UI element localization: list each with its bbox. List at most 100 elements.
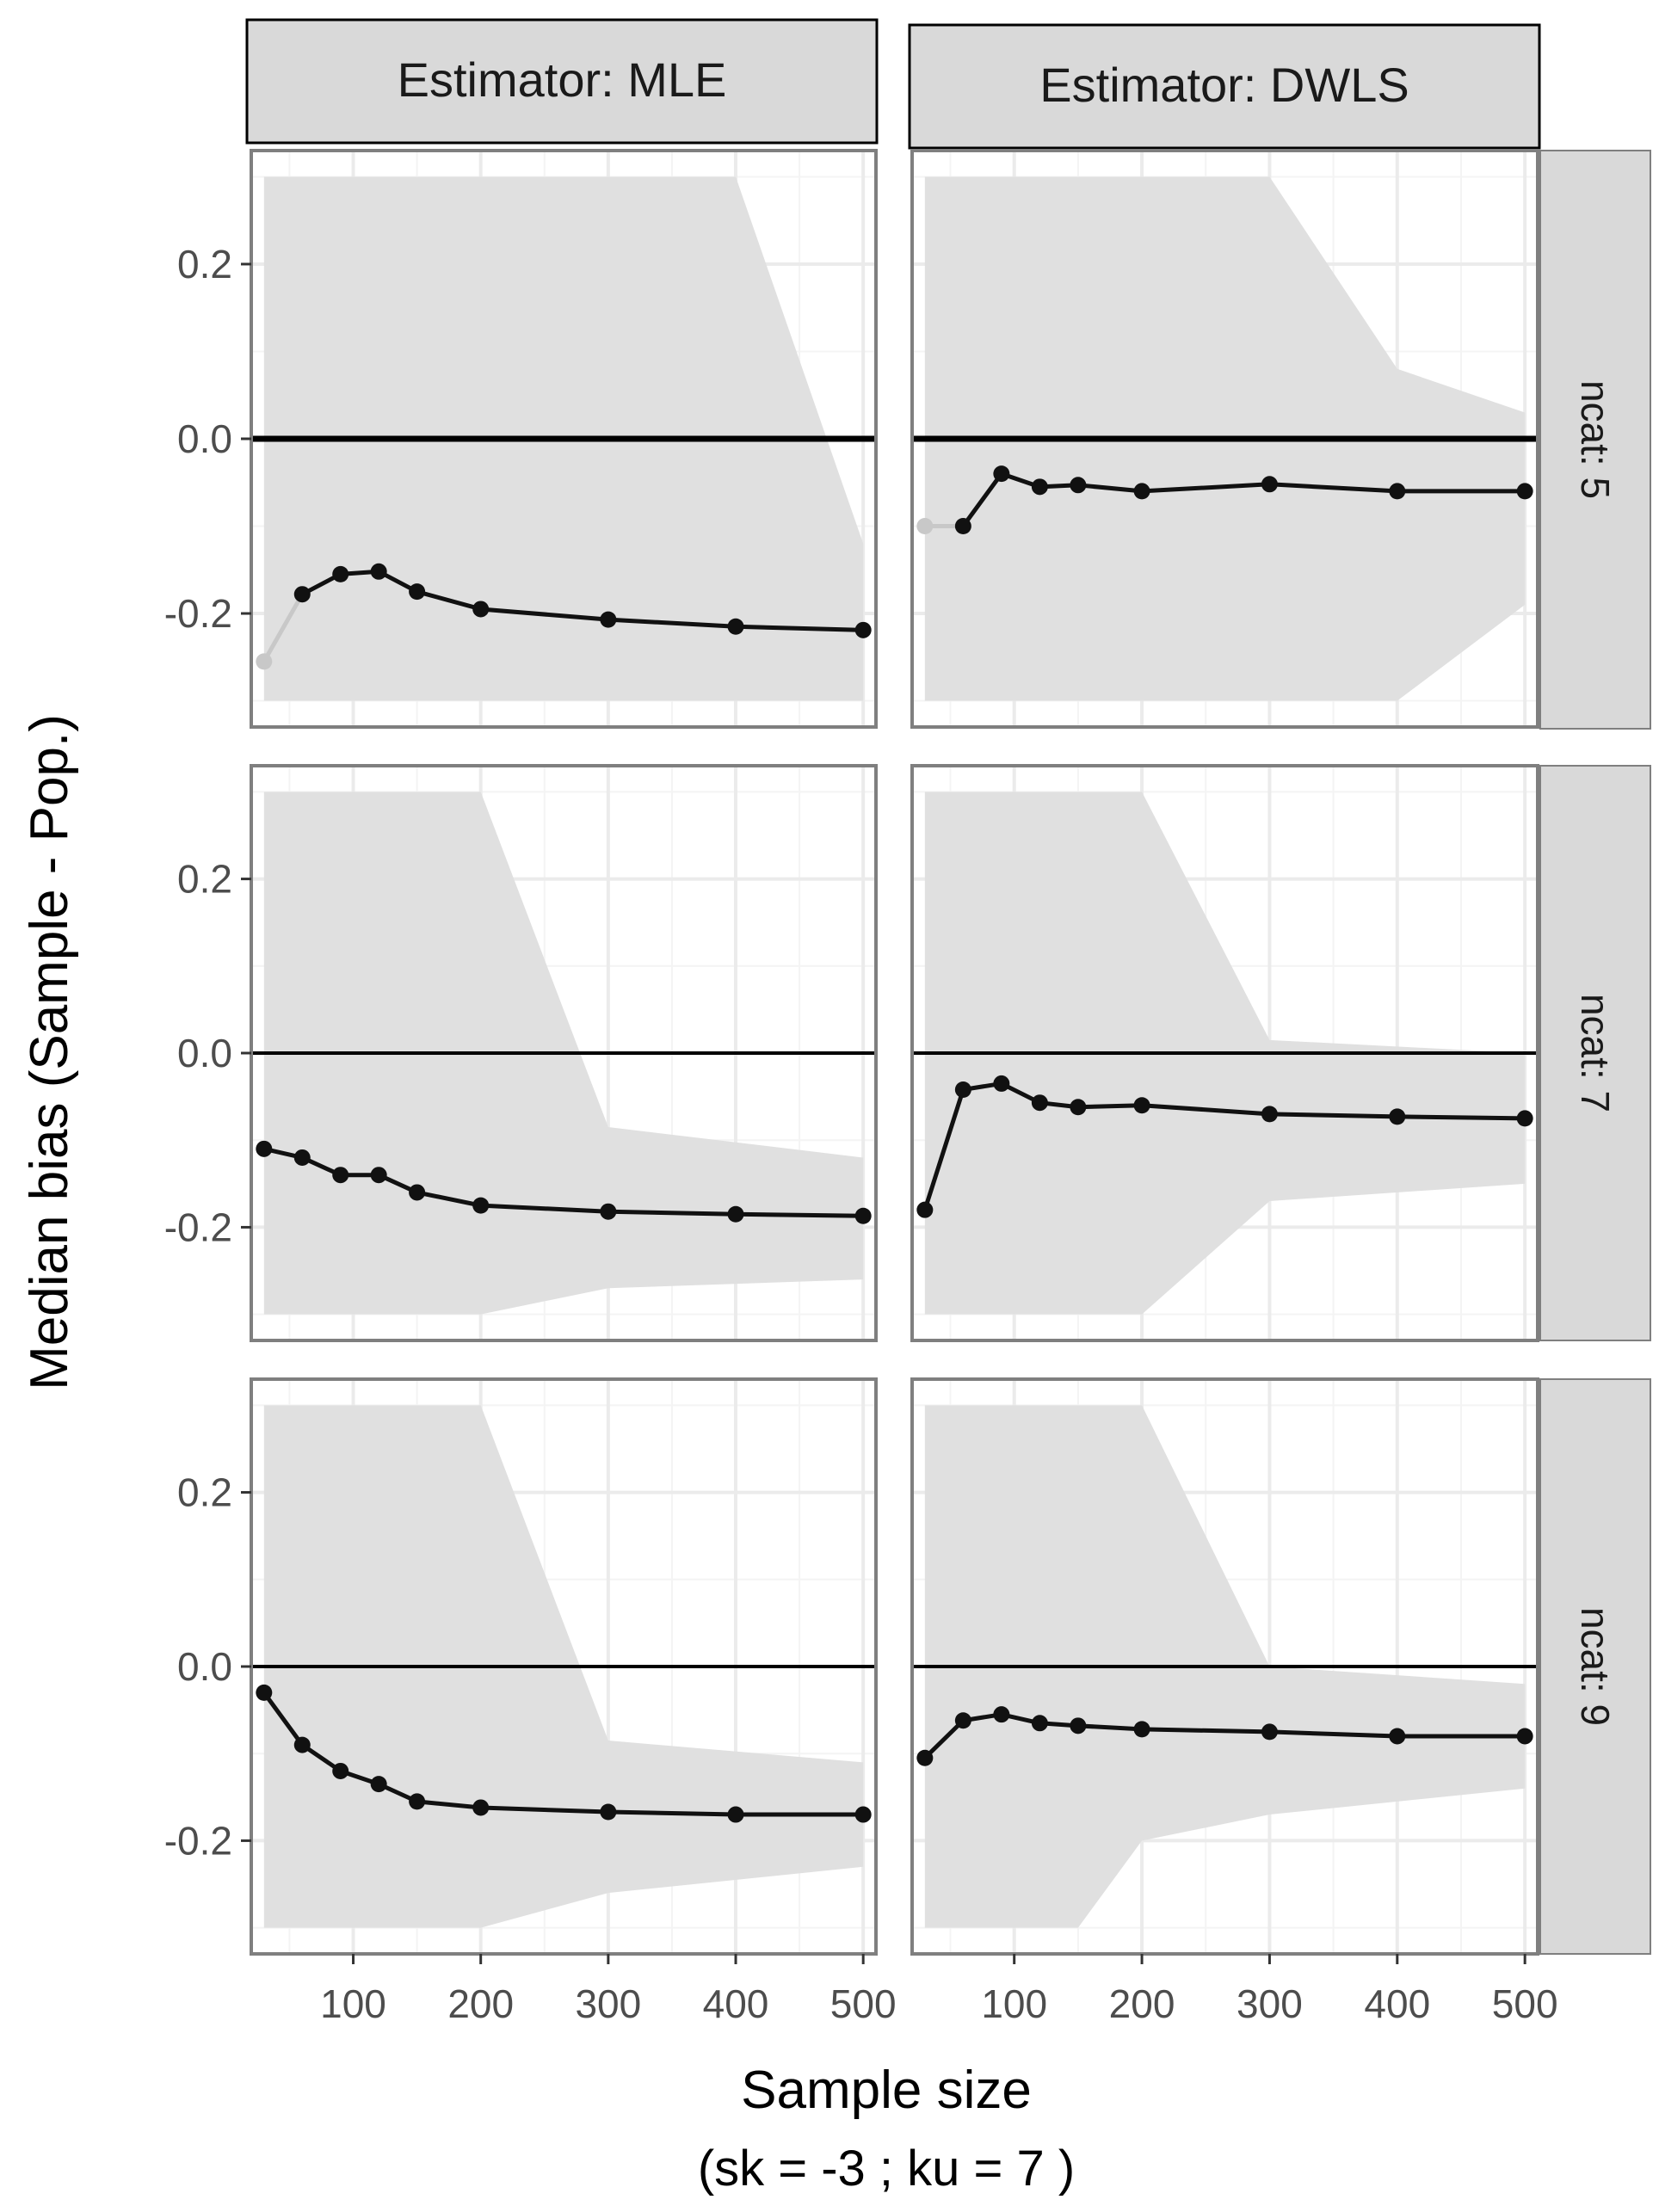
- panel-dwls-ncat9: [910, 1377, 1539, 1956]
- panel-border: [910, 149, 1539, 729]
- median-point: [954, 518, 971, 535]
- x-tick-label: 400: [1364, 1981, 1430, 2026]
- median-line-segment: [922, 1718, 965, 1760]
- strip-mle-bg: [245, 18, 879, 145]
- median-point: [1516, 1110, 1533, 1127]
- median-point: [1389, 1108, 1406, 1125]
- panels: [250, 149, 1539, 1956]
- median-point: [256, 653, 273, 670]
- median-point: [600, 1803, 617, 1821]
- median-line-segment: [1076, 1103, 1144, 1110]
- median-point: [332, 1167, 349, 1184]
- y-tick-labels: 0.2 0.0 -0.2 0.2 0.0 -0.2 0.2 0.0 -0.2: [164, 242, 251, 1863]
- strip-ncat7-bg: [1539, 765, 1651, 1341]
- panel-border: [910, 764, 1539, 1342]
- median-point: [472, 1799, 490, 1816]
- median-line-segment: [733, 1211, 866, 1218]
- median-point: [1031, 1094, 1048, 1112]
- median-point: [727, 1205, 744, 1223]
- median-point: [727, 1806, 744, 1823]
- strip-ncat7-label: ncat: 7: [1573, 994, 1618, 1112]
- median-point: [916, 1749, 934, 1766]
- median-point: [1261, 1106, 1278, 1123]
- median-line-segment: [478, 1805, 611, 1815]
- median-point: [293, 1736, 311, 1753]
- median-point: [1031, 1715, 1048, 1732]
- median-line-segment: [606, 1209, 738, 1217]
- x-tick-label: 300: [575, 1981, 641, 2026]
- median-line-segment: [478, 607, 611, 622]
- median-point: [954, 1081, 971, 1099]
- strip-ncat5-bg: [1539, 150, 1651, 730]
- median-point: [1070, 1099, 1087, 1116]
- median-point: [916, 518, 934, 535]
- x-tick-label: 300: [1237, 1981, 1303, 2026]
- y-tick-label: 0.0: [177, 1644, 232, 1689]
- y-axis-title: Median bias (Sample - Pop.): [20, 714, 79, 1390]
- panel-dwls-ncat5: [910, 149, 1539, 729]
- panel-border: [910, 1377, 1539, 1956]
- x-tick-label: 100: [320, 1981, 386, 2026]
- median-point: [993, 1075, 1010, 1092]
- y-tick-label: -0.2: [164, 1818, 232, 1863]
- median-point: [854, 1207, 872, 1224]
- median-point: [409, 583, 426, 601]
- panel-dwls-ncat7: [910, 764, 1539, 1342]
- median-line-segment: [1267, 482, 1400, 494]
- median-line-segment: [606, 617, 738, 629]
- strip-dwls-label: Estimator: DWLS: [1039, 58, 1409, 112]
- median-point: [954, 1712, 971, 1729]
- median-point: [472, 1197, 490, 1214]
- median-point: [1516, 1728, 1533, 1745]
- median-point: [1389, 483, 1406, 500]
- median-point: [916, 1201, 934, 1218]
- median-point: [1516, 483, 1533, 500]
- y-tick-label: 0.0: [177, 416, 232, 461]
- median-point: [1133, 1097, 1150, 1114]
- median-point: [409, 1793, 426, 1810]
- median-point: [1031, 478, 1048, 496]
- median-point: [293, 586, 311, 603]
- strip-ncat5-label: ncat: 5: [1573, 380, 1618, 499]
- median-line-segment: [415, 1190, 484, 1208]
- median-line-segment: [478, 1203, 611, 1214]
- x-tick-label: 100: [981, 1981, 1047, 2026]
- median-line-segment: [415, 1799, 484, 1810]
- median-point: [854, 621, 872, 638]
- median-line-segment: [606, 1809, 738, 1817]
- median-point: [332, 1762, 349, 1779]
- x-tick-label: 400: [703, 1981, 769, 2026]
- median-point: [256, 1684, 273, 1701]
- median-point: [293, 1149, 311, 1166]
- median-point: [1261, 1723, 1278, 1741]
- row-strips: ncat: 5 ncat: 7 ncat: 9: [1539, 150, 1651, 1955]
- median-point: [370, 1167, 387, 1184]
- median-line-segment: [1139, 1103, 1272, 1117]
- y-tick-label: 0.0: [177, 1031, 232, 1075]
- median-line-segment: [733, 624, 866, 632]
- strip-dwls-bg: [908, 23, 1541, 150]
- median-point: [1070, 477, 1087, 494]
- median-line-segment: [1076, 1723, 1144, 1732]
- strip-ncat9-bg: [1539, 1378, 1651, 1955]
- median-point: [1261, 476, 1278, 493]
- median-point: [370, 1776, 387, 1793]
- x-tick-labels: 100 200 300 400 500 100 200 300 400 500: [320, 1954, 1558, 2026]
- median-line-segment: [262, 1690, 305, 1747]
- median-point: [370, 563, 387, 580]
- panel-mle-ncat7: [250, 764, 878, 1342]
- x-tick-label: 200: [1109, 1981, 1175, 2026]
- median-point: [1389, 1728, 1406, 1745]
- strip-ncat9-label: ncat: 9: [1573, 1607, 1618, 1726]
- x-axis-title: Sample size: [741, 2061, 1032, 2120]
- median-point: [993, 465, 1010, 483]
- median-point: [854, 1806, 872, 1823]
- median-line-segment: [415, 589, 484, 612]
- y-tick-label: 0.2: [177, 242, 232, 287]
- median-line-segment: [1395, 1114, 1527, 1121]
- median-point: [472, 601, 490, 618]
- y-tick-label: 0.2: [177, 1470, 232, 1515]
- median-point: [256, 1140, 273, 1157]
- median-line-segment: [1267, 1729, 1400, 1739]
